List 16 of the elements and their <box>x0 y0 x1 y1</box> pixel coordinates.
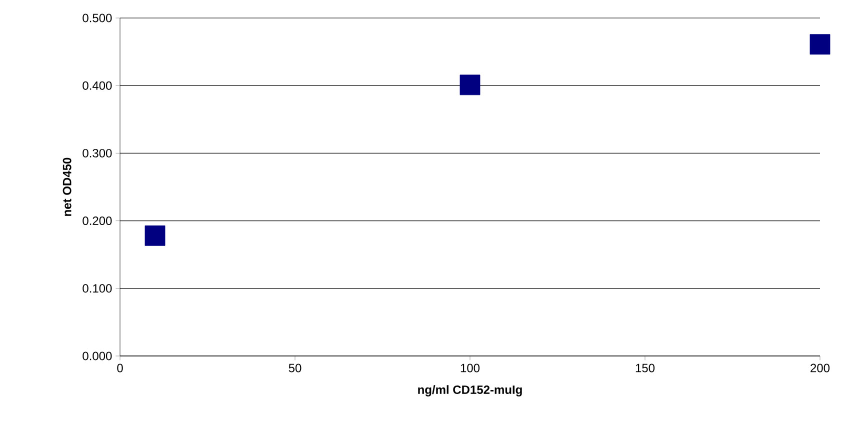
y-tick-label: 0.400 <box>82 81 112 90</box>
x-tick-label: 200 <box>810 364 830 372</box>
x-tick-label: 0 <box>117 364 123 372</box>
point <box>144 225 166 246</box>
y-tick-label: 0.000 <box>82 352 112 360</box>
y-axis-title: net OD450 <box>62 158 72 216</box>
y-tick-label: 0.100 <box>82 284 112 293</box>
y-tick-label: 0.300 <box>82 148 112 158</box>
x-tick-label: 50 <box>288 364 302 372</box>
x-tick-label: 150 <box>636 364 655 372</box>
x-tick-label: 100 <box>460 364 480 372</box>
y-tick-label: 0.200 <box>82 216 112 226</box>
x-axis-title: ng/ml CD152-muIg <box>418 385 522 396</box>
point <box>460 74 480 96</box>
point <box>810 34 830 55</box>
y-tick-label: 0.500 <box>82 14 112 22</box>
